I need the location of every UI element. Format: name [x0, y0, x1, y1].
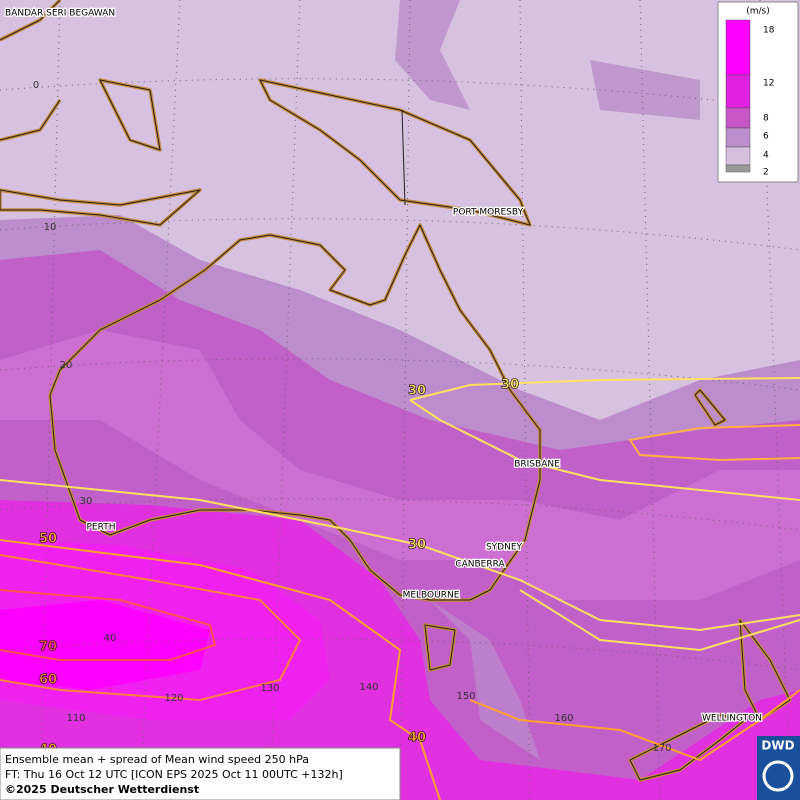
legend-label: 6: [763, 132, 769, 142]
legend-swatch: [725, 107, 751, 129]
latitude-label: 0: [33, 80, 39, 91]
city-label: CANBERRA: [455, 560, 505, 570]
contour-label: 60: [39, 673, 57, 688]
longitude-label: 150: [456, 691, 475, 702]
contour-label: 70: [39, 640, 57, 655]
legend-label: 18: [763, 26, 775, 36]
latitude-label: 20: [60, 360, 73, 371]
spread-band: [0, 330, 800, 600]
contour-label: 30: [408, 538, 426, 553]
longitude-label: 130: [260, 683, 279, 694]
spread-band: [430, 600, 540, 760]
latitude-label: 30: [80, 496, 93, 507]
legend-unit: (m/s): [746, 7, 770, 17]
latitude-label: 10: [44, 222, 57, 233]
footer-box: [0, 747, 401, 800]
city-label: MELBOURNE: [403, 591, 460, 601]
footer-line: Ensemble mean + spread of Mean wind spee…: [5, 753, 309, 766]
city-label: BRISBANE: [514, 460, 560, 470]
contours: [0, 377, 800, 800]
spread-band: [395, 0, 700, 120]
logo-icon: [762, 760, 794, 792]
coastlines: [0, 0, 792, 782]
legend-swatch: [725, 19, 751, 76]
city-label: SYDNEY: [486, 543, 523, 553]
city-label: BANDAR SERI BEGAWAN: [5, 9, 115, 19]
longitude-label: 140: [359, 682, 378, 693]
longitude-label: 170: [652, 743, 671, 754]
legend-label: 2: [763, 168, 769, 178]
contour-label: 50: [39, 532, 57, 547]
longitude-label: 110: [66, 713, 85, 724]
city-label: WELLINGTON: [702, 714, 762, 724]
city-label: PORT MORESBY: [453, 208, 524, 218]
footer-line: FT: Thu 16 Oct 12 UTC [ICON EPS 2025 Oct…: [5, 768, 343, 781]
legend-swatch: [725, 146, 751, 166]
latitude-label: 40: [104, 633, 117, 644]
contour-label: 30: [408, 384, 426, 399]
city-label: PERTH: [87, 523, 116, 533]
legend-label: 8: [763, 114, 769, 124]
contour-label: 30: [501, 378, 519, 393]
legend-swatch: [725, 127, 751, 148]
longitude-label: 160: [554, 713, 573, 724]
footer-line: ©2025 Deutscher Wetterdienst: [5, 783, 199, 796]
legend-label: 12: [763, 79, 774, 89]
spread-band: [0, 600, 210, 690]
contour-label: 40: [408, 731, 426, 746]
legend-swatch: [725, 164, 751, 173]
legend-label: 4: [763, 151, 769, 161]
logo: DWD: [761, 739, 794, 753]
longitude-label: 120: [164, 693, 183, 704]
legend: (m/s) 18 12 8 6 4 2: [717, 1, 799, 183]
legend-swatch: [725, 74, 751, 109]
